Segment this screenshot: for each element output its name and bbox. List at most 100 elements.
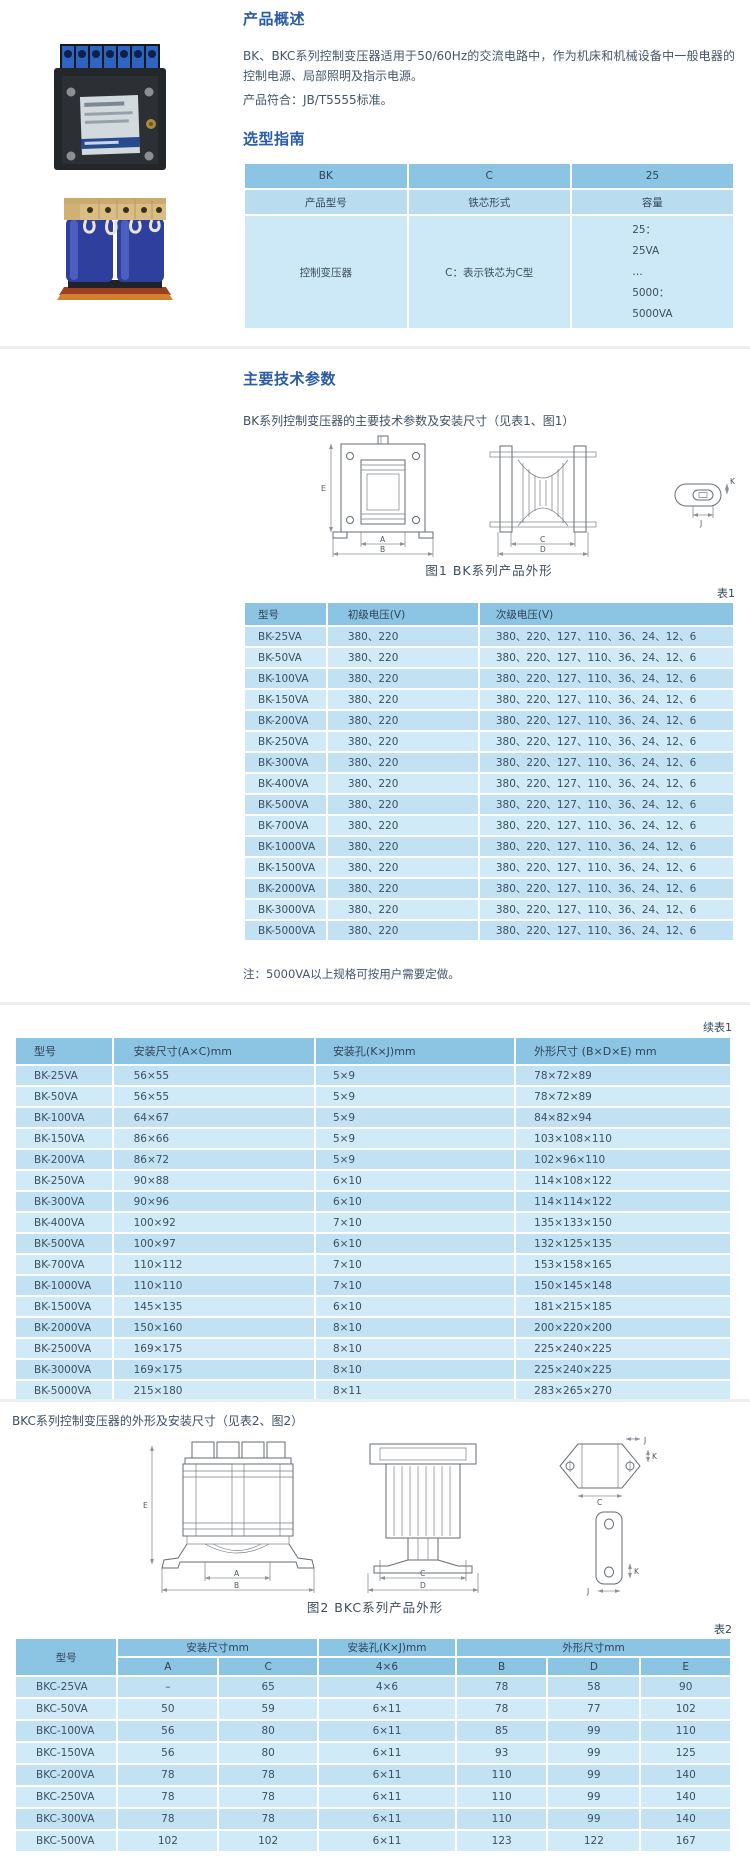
table-cell: 380、220、127、110、36、24、12、6 bbox=[479, 690, 733, 709]
table-cell: 380、220、127、110、36、24、12、6 bbox=[479, 669, 733, 688]
fig2-dim-a: A bbox=[234, 1569, 240, 1578]
fig1-dim-e: E bbox=[321, 484, 326, 493]
table-cell: 6×11 bbox=[318, 1765, 456, 1785]
table-cell: 6×11 bbox=[318, 1809, 456, 1829]
table-cell: BKC-250VA bbox=[16, 1787, 117, 1807]
table-cell: 145×135 bbox=[113, 1297, 314, 1316]
table-row: BK-150VA 86×66 5×9 103×108×110 bbox=[16, 1129, 730, 1148]
selection-meaning-model: 产品型号 bbox=[245, 190, 407, 214]
table-cell: 78 bbox=[219, 1809, 317, 1829]
table-cell: BKC-200VA bbox=[16, 1765, 117, 1785]
table-cell: 78×72×89 bbox=[516, 1066, 730, 1085]
table-cell: 5×9 bbox=[315, 1108, 515, 1127]
table-cell: 84×82×94 bbox=[516, 1108, 730, 1127]
table-cell: 90 bbox=[641, 1677, 730, 1697]
table-cell: BKC-25VA bbox=[16, 1677, 117, 1697]
table-row: BK-2000VA 150×160 8×10 200×220×200 bbox=[16, 1318, 730, 1337]
table-cell: BK-5000VA bbox=[16, 1381, 112, 1400]
table-cell: 6×11 bbox=[318, 1743, 456, 1763]
table-cell: 225×240×225 bbox=[516, 1339, 730, 1358]
table-cell: 85 bbox=[457, 1721, 547, 1741]
table-cell: 110 bbox=[457, 1787, 547, 1807]
table-cell: 102×96×110 bbox=[516, 1150, 730, 1169]
table-cell: 122 bbox=[548, 1831, 640, 1851]
selection-code-25: 25 bbox=[571, 164, 733, 188]
table-cell: BK-2500VA bbox=[16, 1339, 112, 1358]
table1b-header-model: 型号 bbox=[16, 1038, 112, 1064]
table-cell: 77 bbox=[548, 1699, 640, 1719]
table-row: BK-1000VA 110×110 7×10 150×145×148 bbox=[16, 1276, 730, 1295]
table-cell: 110 bbox=[641, 1721, 730, 1741]
table-row: BKC-300VA 78 78 6×11 110 99 140 bbox=[16, 1809, 730, 1829]
table-cell: 140 bbox=[641, 1787, 730, 1807]
table-cell: 6×10 bbox=[315, 1297, 515, 1316]
table-cell: BK-300VA bbox=[16, 1192, 112, 1211]
table-cell: 5×9 bbox=[315, 1087, 515, 1106]
table-cell: 140 bbox=[641, 1809, 730, 1829]
table-row: BKC-150VA 56 80 6×11 93 99 125 bbox=[16, 1743, 730, 1763]
table-row: BK-2000VA 380、220 380、220、127、110、36、24、12… bbox=[245, 879, 733, 898]
table-row: BKC-25VA –65 4×6 78 58 90 bbox=[16, 1677, 730, 1697]
fig2-dim-c-side: C bbox=[420, 1569, 425, 1578]
table-cell: BK-150VA bbox=[16, 1129, 112, 1148]
table1b-header-row: 型号 安装尺寸(A×C)mm 安装孔(K×J)mm 外形尺寸 (B×D×E) m… bbox=[16, 1038, 730, 1064]
table-cell: 4×6 bbox=[318, 1677, 456, 1697]
table-cell: BK-1500VA bbox=[16, 1297, 112, 1316]
table-row: BK-5000VA 380、220 380、220、127、110、36、24、12… bbox=[245, 921, 733, 940]
table-row: BK-250VA 90×88 6×10 114×108×122 bbox=[16, 1171, 730, 1190]
table-cell: 123 bbox=[457, 1831, 547, 1851]
table-cell: 80 bbox=[219, 1743, 317, 1763]
table-row: BK-1500VA 145×135 6×10 181×215×185 bbox=[16, 1297, 730, 1316]
table-cell: 380、220、127、110、36、24、12、6 bbox=[479, 921, 733, 940]
table-row: BK-2500VA 169×175 8×10 225×240×225 bbox=[16, 1339, 730, 1358]
table-row: BKC-100VA 56 80 6×11 85 99 110 bbox=[16, 1721, 730, 1741]
table-cell: 6×11 bbox=[318, 1699, 456, 1719]
table-cell: 99 bbox=[548, 1787, 640, 1807]
table-cell: 380、220 bbox=[327, 900, 478, 919]
table-cell: 78 bbox=[219, 1787, 317, 1807]
table2-subheader-d: D bbox=[548, 1658, 640, 1675]
table-cell: 78 bbox=[457, 1677, 547, 1697]
table-cell: 102 bbox=[641, 1699, 730, 1719]
table-row: BK-50VA 56×55 5×9 78×72×89 bbox=[16, 1087, 730, 1106]
table-row: BKC-250VA 78 78 6×11 110 99 140 bbox=[16, 1787, 730, 1807]
table-cell: 8×10 bbox=[315, 1318, 515, 1337]
table1-label: 表1 bbox=[717, 587, 735, 600]
table-cell: BK-5000VA bbox=[245, 921, 326, 940]
section-title-tech: 主要技术参数 bbox=[243, 370, 337, 388]
table1-body: BK-25VA 380、220 380、220、127、110、36、24、12、6… bbox=[245, 627, 733, 940]
table-cell: BK-150VA bbox=[245, 690, 326, 709]
table-row: BK-300VA 90×96 6×10 114×114×122 bbox=[16, 1192, 730, 1211]
table-cell: 58 bbox=[548, 1677, 640, 1697]
table-cell: BK-3000VA bbox=[245, 900, 326, 919]
table-cell: 86×66 bbox=[113, 1129, 314, 1148]
figure1-drawing: E A B C D K bbox=[243, 432, 736, 562]
table1b-header-hole: 安装孔(K×J)mm bbox=[315, 1038, 515, 1064]
table-cell: BKC-150VA bbox=[16, 1743, 117, 1763]
table-cell: BKC-100VA bbox=[16, 1721, 117, 1741]
table-cell: 90×88 bbox=[113, 1171, 314, 1190]
fig1-svg: E A B C D K bbox=[321, 435, 736, 557]
table2-sub-header-row: A C 4×6 B D E bbox=[16, 1658, 730, 1675]
table-row: BK-150VA 380、220 380、220、127、110、36、24、12、… bbox=[245, 690, 733, 709]
table2-subheader-hole-size: 4×6 bbox=[318, 1658, 456, 1675]
table-cell: 78 bbox=[118, 1765, 218, 1785]
table-cell: 93 bbox=[457, 1743, 547, 1763]
table-cell: BK-25VA bbox=[16, 1066, 112, 1085]
table-cell: 56 bbox=[118, 1743, 218, 1763]
table-cell: BK-400VA bbox=[16, 1213, 112, 1232]
table-cell: 380、220、127、110、36、24、12、6 bbox=[479, 711, 733, 730]
figure2-caption: 图2 BKC系列产品外形 bbox=[306, 1600, 444, 1615]
table-cell: – bbox=[118, 1677, 218, 1697]
list-line: … bbox=[632, 265, 643, 278]
table-cell: 50 bbox=[118, 1699, 218, 1719]
table-cell: 56 bbox=[118, 1721, 218, 1741]
table-cell: 114×114×122 bbox=[516, 1192, 730, 1211]
table-cell: 103×108×110 bbox=[516, 1129, 730, 1148]
figure2-drawing: E A B bbox=[0, 1436, 750, 1600]
table-cell: BK-1000VA bbox=[16, 1276, 112, 1295]
table-cell: BK-300VA bbox=[245, 753, 326, 772]
table-cell: 78 bbox=[457, 1699, 547, 1719]
capacity-range: 25： 25VA … 5000： 5000VA bbox=[632, 220, 672, 325]
table-row: BK-400VA 380、220 380、220、127、110、36、24、12、… bbox=[245, 774, 733, 793]
